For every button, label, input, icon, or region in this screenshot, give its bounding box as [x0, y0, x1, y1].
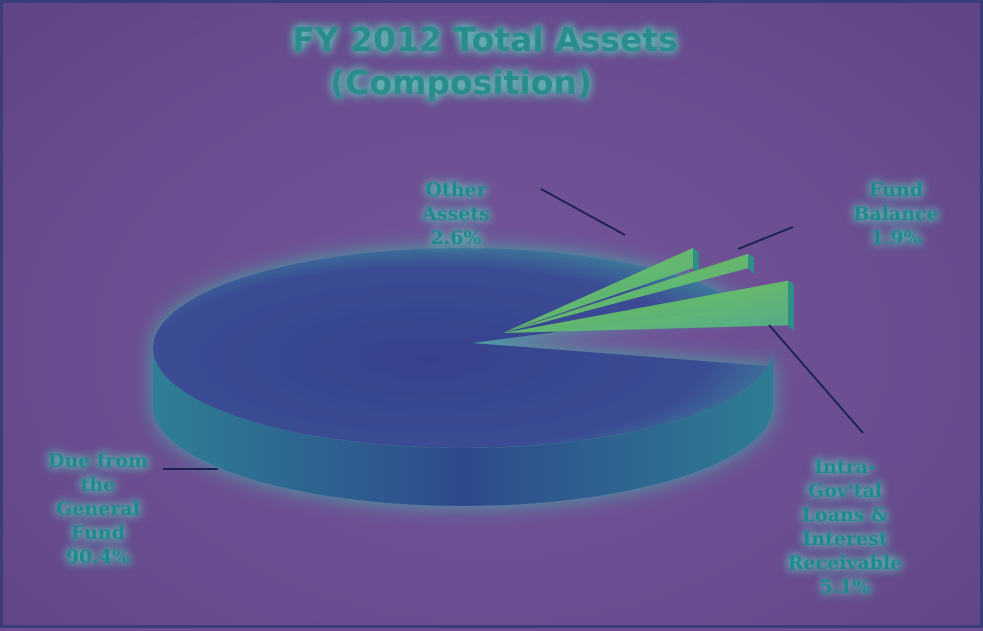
leader-line — [737, 226, 794, 250]
leader-line — [768, 324, 864, 434]
slice-label-line: Assets — [421, 203, 490, 225]
leader-line — [540, 188, 626, 236]
slice-label-line: Intra- — [814, 456, 876, 478]
pie-body — [152, 247, 773, 506]
slice-label-line: Receivable — [788, 552, 903, 574]
slice-label-line: Due from — [48, 450, 148, 472]
slice-value-label: 5.1% — [819, 576, 870, 598]
slice-label-line: Fund — [869, 179, 923, 201]
slice-value-label: 90.4% — [66, 546, 130, 568]
slice-label-line: the — [81, 474, 116, 496]
slice-value-label: 1.9% — [870, 227, 921, 249]
pie-chart: FY 2012 Total Assets (Composition) Due fr… — [48, 20, 939, 598]
slice-label-line: Balance — [853, 203, 938, 225]
slice-label-line: Gov'tal — [808, 480, 882, 502]
slice-label-line: Fund — [71, 522, 125, 544]
slice-side-face — [693, 247, 699, 275]
chart-title: FY 2012 Total Assets (Composition) — [292, 20, 678, 102]
slice-label-line: Loans & — [802, 504, 889, 526]
slice-side-face — [788, 280, 794, 332]
slice-side-face — [748, 253, 754, 275]
pie-side — [153, 348, 773, 506]
slice-other-assets — [503, 247, 693, 333]
slice-label-line: Interest — [802, 528, 887, 550]
slice-label-line: Other — [425, 179, 487, 201]
slice-intra-gov-tal-loans-interest-receivable — [503, 280, 788, 333]
slice-label-line: General — [56, 498, 140, 520]
slice-labels: Due fromtheGeneralFund90.4%OtherAssets2.… — [48, 179, 939, 598]
slice-fund-balance — [503, 253, 748, 333]
pie-small-slices — [503, 247, 794, 333]
leader-lines — [163, 188, 864, 470]
slice-value-label: 2.6% — [430, 227, 481, 249]
chart-title-line: FY 2012 Total Assets — [292, 20, 678, 59]
chart-title-line: (Composition) — [330, 63, 592, 102]
